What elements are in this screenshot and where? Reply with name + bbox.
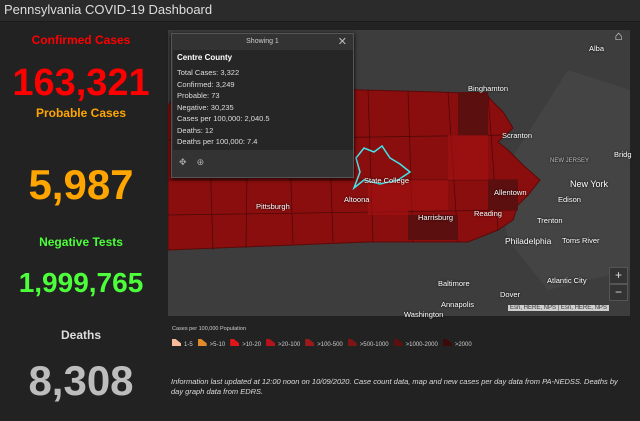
map-label: Reading bbox=[474, 209, 502, 218]
legend: 1-5 >5-10 >10-20 >20-100 >100-500 >500-1… bbox=[172, 339, 472, 348]
popup-line: Probable: 73 bbox=[177, 91, 220, 100]
map-label: Washington bbox=[404, 310, 444, 319]
deaths-value: 8,308 bbox=[28, 357, 134, 404]
dashboard-title: Pennsylvania COVID-19 Dashboard bbox=[0, 0, 640, 22]
legend-item: >1000-2000 bbox=[393, 339, 438, 348]
popup-header: Showing 1 bbox=[246, 38, 279, 45]
map-label: Pittsburgh bbox=[256, 202, 290, 211]
confirmed-value: 163,321 bbox=[12, 62, 150, 104]
home-icon[interactable]: ⌂ bbox=[614, 28, 623, 43]
popup-line: Deaths: 12 bbox=[177, 125, 214, 135]
county-popup: Showing 1 ✕ Centre County Total Cases: 3… bbox=[171, 33, 354, 178]
map-view[interactable] bbox=[168, 30, 630, 316]
probable-label: Probable Cases bbox=[35, 106, 127, 120]
stats-panel: Confirmed Cases 163,321 Probable Cases 5… bbox=[0, 24, 162, 421]
legend-item: >2000 bbox=[442, 339, 472, 348]
zoom-out-button[interactable]: − bbox=[609, 284, 628, 301]
legend-item: >100-500 bbox=[305, 339, 343, 348]
zoom-to-icon[interactable]: ⊕ bbox=[196, 157, 205, 167]
legend-item: >20-100 bbox=[266, 339, 300, 348]
update-info: Information last updated at 12:00 noon o… bbox=[171, 377, 618, 396]
map-label: Baltimore bbox=[438, 279, 470, 288]
map-label: Allentown bbox=[494, 188, 527, 197]
negative-value: 1,999,765 bbox=[18, 267, 144, 298]
legend-item: >5-10 bbox=[197, 339, 225, 348]
map-label: Toms River bbox=[562, 236, 600, 245]
county-dark bbox=[408, 92, 518, 240]
map-label: Trenton bbox=[537, 216, 563, 225]
legend-title: Cases per 100,000 Population bbox=[172, 326, 246, 332]
map-label: Atlantic City bbox=[547, 276, 587, 285]
popup-line: Cases per 100,000: 2,040.5 bbox=[177, 114, 270, 123]
pan-icon[interactable]: ✥ bbox=[179, 157, 187, 167]
popup-county-name: Centre County bbox=[177, 53, 233, 62]
legend-item: 1-5 bbox=[172, 339, 193, 348]
map-label: Alba bbox=[589, 44, 605, 53]
popup-line: Total Cases: 3,322 bbox=[177, 68, 240, 77]
map-label: Bridg bbox=[614, 150, 632, 159]
map-label: Binghamton bbox=[468, 84, 509, 93]
map-label: Edison bbox=[558, 195, 581, 204]
deaths-label: Deaths bbox=[60, 328, 101, 342]
map-label: NEW JERSEY bbox=[550, 158, 590, 164]
confirmed-label: Confirmed Cases bbox=[31, 33, 131, 47]
atlantic-area bbox=[498, 70, 630, 290]
popup-line: Negative: 30,235 bbox=[177, 102, 234, 112]
popup-line: Deaths per 100,000: 7.4 bbox=[177, 137, 258, 146]
legend-item: >10-20 bbox=[230, 339, 261, 348]
zoom-in-button[interactable]: + bbox=[609, 267, 628, 284]
negative-label: Negative Tests bbox=[39, 235, 123, 249]
legend-item: >500-1000 bbox=[347, 339, 389, 348]
map-attribution: Esri, HERE, NPS | Esri, HERE, NPS bbox=[508, 305, 609, 311]
map-label: Dover bbox=[500, 290, 521, 299]
centre-county-highlight[interactable] bbox=[352, 144, 412, 191]
map-label: Philadelphia bbox=[505, 236, 552, 246]
map-label: Harrisburg bbox=[418, 213, 454, 222]
map-label: Altoona bbox=[344, 195, 370, 204]
map-label: Annapolis bbox=[441, 300, 474, 309]
close-icon[interactable]: ✕ bbox=[337, 36, 347, 48]
map-label: Scranton bbox=[502, 131, 533, 140]
popup-line: Confirmed: 3,249 bbox=[177, 79, 235, 89]
probable-value: 5,987 bbox=[28, 161, 134, 208]
map-label: New York bbox=[570, 179, 609, 189]
map-label: State College bbox=[364, 176, 410, 185]
